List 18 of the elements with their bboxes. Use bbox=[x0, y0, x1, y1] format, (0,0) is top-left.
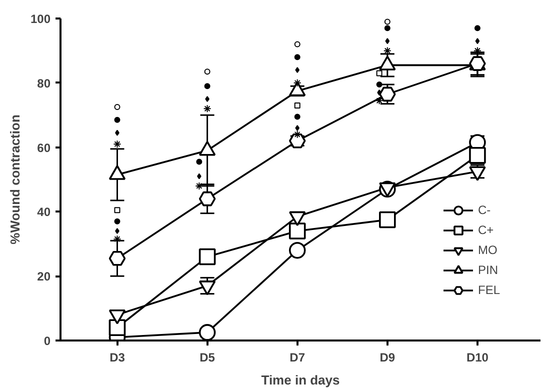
y-axis-title: %Wound contraction bbox=[7, 114, 22, 244]
y-tick-label: 20 bbox=[37, 270, 51, 284]
x-tick-label: D10 bbox=[466, 350, 489, 364]
legend-label: C- bbox=[478, 203, 492, 217]
y-tick-label: 60 bbox=[37, 140, 51, 155]
legend-label: PIN bbox=[478, 263, 498, 277]
y-tick-label: 0 bbox=[44, 334, 51, 348]
y-tick-label: 40 bbox=[37, 205, 51, 220]
legend-label: MO bbox=[478, 243, 498, 257]
y-tick-label: 80 bbox=[37, 76, 51, 90]
y-tick-label: 100 bbox=[30, 12, 51, 26]
x-tick-label: D9 bbox=[380, 350, 396, 364]
x-tick-label: D5 bbox=[200, 350, 216, 364]
legend-label: C+ bbox=[478, 223, 495, 237]
x-tick-label: D3 bbox=[110, 350, 126, 364]
legend-label: FEL bbox=[478, 283, 500, 297]
x-tick-label: D7 bbox=[290, 350, 306, 364]
x-axis-title: Time in days bbox=[261, 372, 340, 388]
